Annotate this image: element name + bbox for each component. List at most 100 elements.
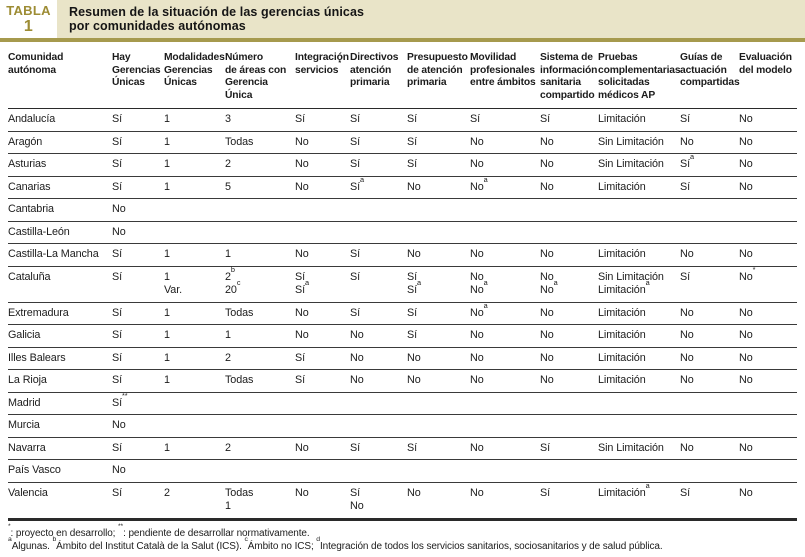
table-cell: No — [540, 347, 598, 370]
table-cell: No — [295, 482, 350, 521]
table-cell: No — [540, 369, 598, 393]
table-cell — [350, 414, 407, 438]
table-cell: Sí — [112, 482, 164, 521]
community-name-cell: Extremadura — [8, 302, 112, 325]
table-cell: Sí — [407, 153, 470, 177]
table-cell — [295, 198, 350, 222]
community-name-cell: Murcia — [8, 414, 112, 438]
table-cell: No — [407, 347, 470, 370]
table-cell: Sí — [407, 302, 470, 325]
table-cell — [540, 221, 598, 244]
table-cell: 2 — [225, 153, 295, 177]
table-cell: Sí — [540, 482, 598, 521]
table-cell — [225, 459, 295, 483]
table-cell — [295, 459, 350, 483]
table-cell: 5 — [225, 176, 295, 199]
column-header: Presupuesto de atención primaria — [407, 47, 470, 109]
table-cell: Sí — [350, 266, 407, 303]
column-header: Evaluación del modelo — [739, 47, 797, 109]
table-cell: No — [540, 176, 598, 199]
table-cell: 1 — [164, 176, 225, 199]
table-cell: Sí — [350, 108, 407, 132]
table-cell: No — [540, 302, 598, 325]
table-cell: Sí — [680, 266, 739, 303]
table-cell: Sí — [112, 437, 164, 460]
table-cell: Sí — [407, 324, 470, 348]
table-cell — [739, 414, 797, 438]
table-cell: No — [739, 347, 797, 370]
table-cell: 1 — [164, 302, 225, 325]
table-cell: No — [295, 243, 350, 267]
table-cell — [225, 392, 295, 415]
community-name-cell: La Rioja — [8, 369, 112, 393]
table-cell: Sí — [350, 131, 407, 154]
table-cell — [680, 392, 739, 415]
table-cell: Sí Sía — [407, 266, 470, 303]
table-cell: No — [680, 369, 739, 393]
table-cell: Sí No — [350, 482, 407, 521]
table-cell: Sí — [112, 347, 164, 370]
table-cell: No Noa — [470, 266, 540, 303]
table-cell: Sí — [112, 324, 164, 348]
table-cell: Sí — [350, 153, 407, 177]
table-cell: No — [739, 176, 797, 199]
table-number-badge: TABLA 1 — [0, 0, 57, 38]
table-cell: No — [112, 414, 164, 438]
column-header: Número de áreas con Gerencia Única — [225, 47, 295, 109]
table-row: Cataluña Sí 1 Var. 2b 20c Sí Sía Sí Sí Sía No Noa No N… — [8, 266, 797, 303]
table-cell: 1 — [164, 153, 225, 177]
community-name-cell: Illes Balears — [8, 347, 112, 370]
table-cell — [407, 221, 470, 244]
table-cell: Sía — [350, 176, 407, 199]
community-name-cell: Asturias — [8, 153, 112, 177]
table-cell — [470, 459, 540, 483]
table-header-row: Comunidad autónoma Hay Gerencias Únicas Moda… — [8, 47, 797, 109]
table-cell: 1 — [225, 243, 295, 267]
table-cell: Sí — [112, 302, 164, 325]
table-cell: Sí Sía — [295, 266, 350, 303]
table-row: Navarra Sí 1 2 No Sí Sí No Sí Sin Limitación No No — [8, 437, 797, 460]
table-row: Extremadura Sí 1 Todas No Sí Sí Noa No Limitación… — [8, 302, 797, 325]
table-cell — [164, 221, 225, 244]
community-name-cell: Cantabria — [8, 198, 112, 222]
community-name-cell: Canarias — [8, 176, 112, 199]
table-cell: 1 — [164, 347, 225, 370]
community-name-cell: Cataluña — [8, 266, 112, 303]
table-row: Cantabria No — [8, 198, 797, 222]
table-cell: Sí — [680, 482, 739, 521]
table-cell — [680, 198, 739, 222]
table-cell: No — [739, 108, 797, 132]
table-cell: No — [540, 243, 598, 267]
table-cell: No — [407, 176, 470, 199]
column-header: Comunidad autónoma — [8, 47, 112, 109]
table-cell — [225, 414, 295, 438]
table-cell: Todas — [225, 302, 295, 325]
table-cell — [739, 221, 797, 244]
table-cell: No — [739, 153, 797, 177]
community-name-cell: Galicia — [8, 324, 112, 348]
table-cell: No — [112, 198, 164, 222]
table-cell: No — [350, 369, 407, 393]
community-name-cell: Madrid — [8, 392, 112, 415]
community-name-cell: Castilla-León — [8, 221, 112, 244]
table-cell: Limitación — [598, 108, 680, 132]
table-cell: No — [680, 324, 739, 348]
table-cell: Limitación — [598, 369, 680, 393]
table-cell — [598, 221, 680, 244]
summary-table: Comunidad autónoma Hay Gerencias Únicas Moda… — [8, 47, 797, 521]
table-row: Castilla-La Mancha Sí 1 1 No Sí No No No Limitaci… — [8, 243, 797, 267]
table-cell — [225, 221, 295, 244]
table-row: Galicia Sí 1 1 No No Sí No No Limitación No No — [8, 324, 797, 348]
table-cell: No — [680, 243, 739, 267]
table-row: Madrid Sí** — [8, 392, 797, 415]
table-cell: No — [470, 131, 540, 154]
table-cell: No — [112, 221, 164, 244]
table-cell — [540, 414, 598, 438]
table-cell: Sí — [540, 437, 598, 460]
table-cell: 1 — [164, 131, 225, 154]
table-row: Canarias Sí 1 5 No Sía No Noa No Limitación Sí No — [8, 176, 797, 199]
table-cell — [680, 221, 739, 244]
table-cell — [470, 414, 540, 438]
table-cell: Sí — [112, 243, 164, 267]
table-cell — [164, 459, 225, 483]
